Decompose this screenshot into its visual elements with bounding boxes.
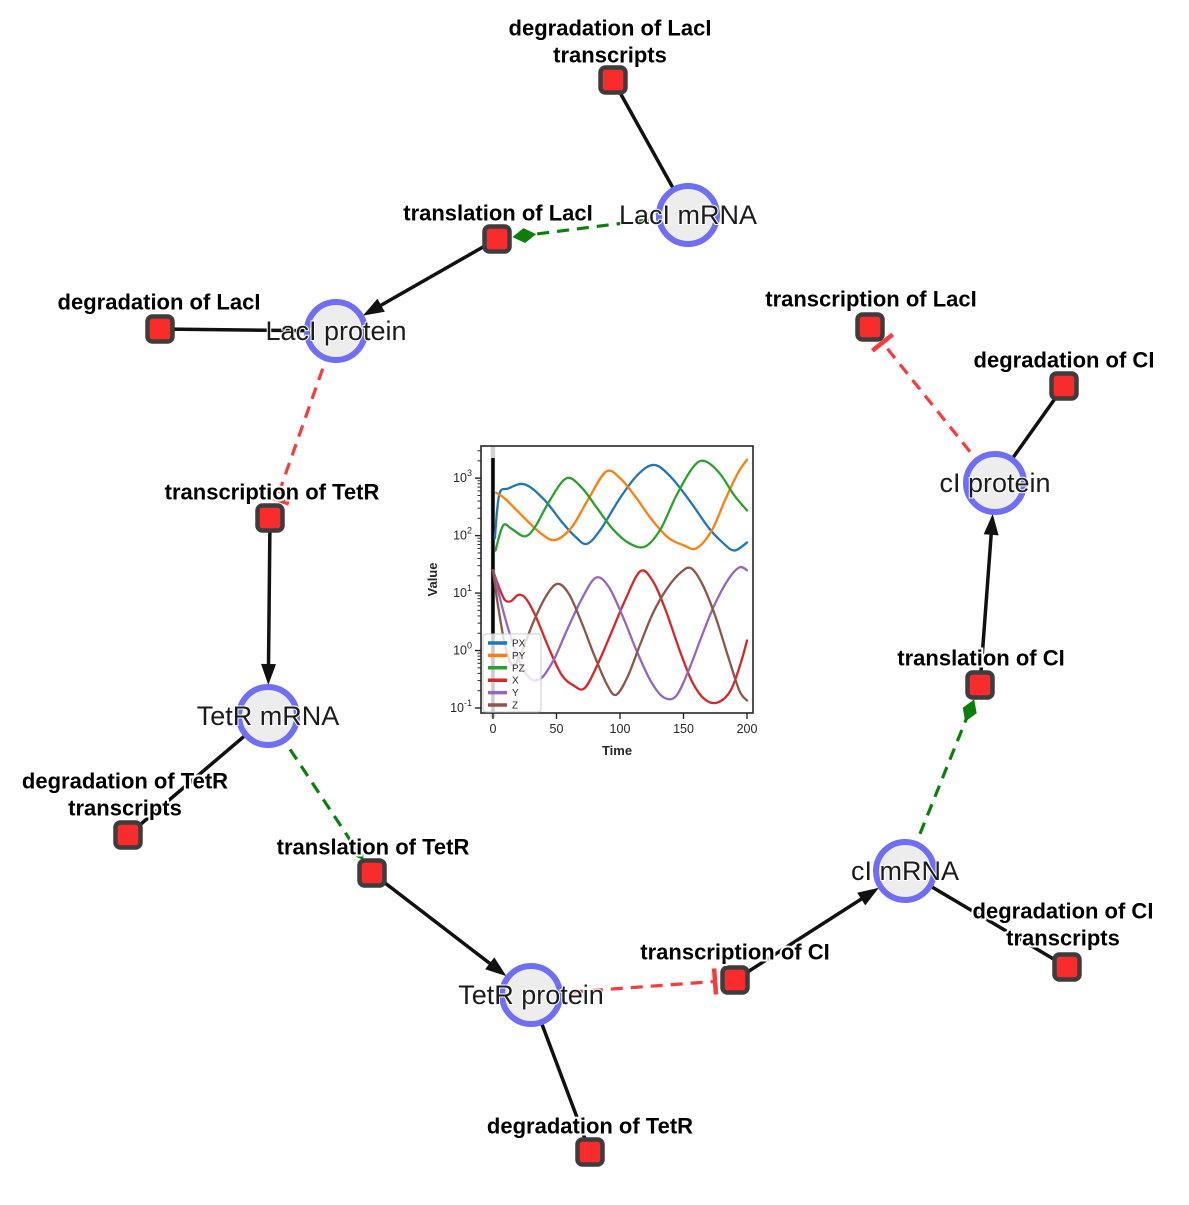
x-axis-title: Time <box>602 743 632 758</box>
reaction-label-translation-ci: translation of CI <box>897 646 1064 671</box>
legend-label-Y: Y <box>512 688 519 699</box>
series-line-PZ <box>494 459 749 552</box>
species-node-laci-protein[interactable] <box>304 299 368 363</box>
reaction-label-translation-laci: translation of LacI <box>403 201 592 226</box>
reaction-node-translation-tetr[interactable] <box>357 858 387 888</box>
y-axis-title: Value <box>425 563 440 597</box>
reaction-node-transcription-tetr[interactable] <box>255 503 285 533</box>
reaction-label-transcription-laci: transcription of LacI <box>765 287 976 312</box>
y-tick-label: 100 <box>453 641 472 658</box>
reaction-node-deg-ci[interactable] <box>1049 371 1079 401</box>
reaction-node-deg-ci-transcripts[interactable] <box>1052 952 1082 982</box>
y-tick-label: 103 <box>453 468 472 485</box>
species-label-ci-mrna: cI mRNA <box>851 856 959 886</box>
reaction-label-deg-tetr-transcripts-line1: degradation of TetR <box>22 769 228 794</box>
reaction-label-deg-tetr-transcripts-line2: transcripts <box>68 796 182 821</box>
edge-laci-mrna-translation-laci-diamond <box>512 228 537 244</box>
reaction-node-transcription-laci[interactable] <box>855 312 885 342</box>
species-label-tetr-mrna: TetR mRNA <box>197 701 340 731</box>
species-label-tetr-protein: TetR protein <box>458 980 604 1010</box>
reaction-node-deg-tetr[interactable] <box>575 1137 605 1167</box>
species-label-ci-protein: cI protein <box>939 468 1050 498</box>
species-node-ci-mrna[interactable] <box>873 839 937 903</box>
reaction-label-translation-tetr: translation of TetR <box>277 835 470 860</box>
species-node-laci-mrna[interactable] <box>656 183 720 247</box>
reaction-node-deg-tetr-transcripts[interactable] <box>113 820 143 850</box>
reaction-node-deg-laci-transcripts[interactable] <box>598 65 628 95</box>
reaction-label-transcription-ci: transcription of CI <box>640 940 829 965</box>
plot-background <box>416 434 773 761</box>
plot-frame <box>480 445 754 714</box>
reaction-label-deg-laci-transcripts-line2: transcripts <box>553 43 667 68</box>
species-node-ci-protein[interactable] <box>963 451 1027 515</box>
legend-label-PZ: PZ <box>512 663 525 674</box>
reaction-label-transcription-tetr: transcription of TetR <box>165 480 380 505</box>
reaction-node-deg-laci[interactable] <box>145 314 175 344</box>
nodes-layer <box>113 65 1082 1167</box>
reaction-label-deg-ci: degradation of CI <box>974 348 1155 373</box>
simulation-plot: 0 50 100 150 20010310210110010-1TimeValuePXP… <box>416 434 773 761</box>
edge-translation-tetr-tetr-protein <box>370 871 503 974</box>
edge-translation-ci-ci-protein-arrowhead <box>983 513 999 536</box>
y-tick-label: 102 <box>453 526 472 543</box>
series-line-PY <box>494 458 749 551</box>
reaction-node-translation-laci[interactable] <box>482 224 512 254</box>
reaction-node-translation-ci[interactable] <box>965 670 995 700</box>
edge-tetr-mrna-translation-tetr-diamond <box>350 840 364 861</box>
edge-tetr-protein-transcription-ci-tee <box>711 968 719 995</box>
x-tick-label: 0 <box>489 722 496 736</box>
species-node-tetr-mrna[interactable] <box>236 684 300 748</box>
y-tick-label: 101 <box>453 583 472 600</box>
edge-transcription-ci-ci-mrna-arrowhead <box>857 887 879 906</box>
reaction-label-deg-ci-transcripts-line1: degradation of CI <box>973 899 1154 924</box>
edge-ci-mrna-translation-ci-diamond <box>962 699 977 722</box>
edges-layer <box>126 79 1068 1153</box>
edge-translation-laci-laci-protein <box>367 237 498 315</box>
reaction-node-transcription-ci[interactable] <box>720 965 750 995</box>
x-tick-label: 100 <box>610 722 631 736</box>
series-line-X <box>491 569 749 705</box>
legend-label-PX: PX <box>512 639 526 650</box>
edge-transcription-tetr-tetr-mrna <box>266 517 272 680</box>
legend-label-Z: Z <box>512 701 518 712</box>
series-line-PX <box>493 463 749 552</box>
edge-transcription-tetr-tetr-mrna-arrowhead <box>261 663 277 686</box>
x-tick-label: 200 <box>737 722 758 736</box>
species-label-laci-mrna: LacI mRNA <box>619 200 757 230</box>
legend-label-X: X <box>512 676 519 687</box>
y-tick-label: 10-1 <box>450 698 472 715</box>
reaction-label-deg-tetr: degradation of TetR <box>487 1114 693 1139</box>
species-label-laci-protein: LacI protein <box>265 316 406 346</box>
edge-translation-laci-laci-protein-arrowhead <box>362 298 385 316</box>
x-tick-label: 50 <box>550 722 564 736</box>
legend-label-PY: PY <box>512 651 526 662</box>
species-node-tetr-protein[interactable] <box>499 963 563 1027</box>
edge-translation-ci-ci-protein <box>978 519 995 686</box>
edge-ci-protein-transcription-laci-tee <box>870 332 895 353</box>
x-tick-label: 150 <box>673 722 694 736</box>
labels-layer: LacI mRNA LacI protein TetR mRNA TetR prote… <box>20 14 1157 1141</box>
reaction-label-deg-laci: degradation of LacI <box>58 290 261 315</box>
reaction-label-deg-ci-transcripts-line2: transcripts <box>1006 926 1120 951</box>
edge-transcription-ci-ci-mrna <box>734 889 875 982</box>
edge-laci-protein-transcription-tetr-tee <box>263 492 290 506</box>
reaction-label-deg-laci-transcripts-line1: degradation of LacI <box>509 16 712 41</box>
edge-translation-tetr-tetr-protein-arrowhead <box>485 957 507 977</box>
